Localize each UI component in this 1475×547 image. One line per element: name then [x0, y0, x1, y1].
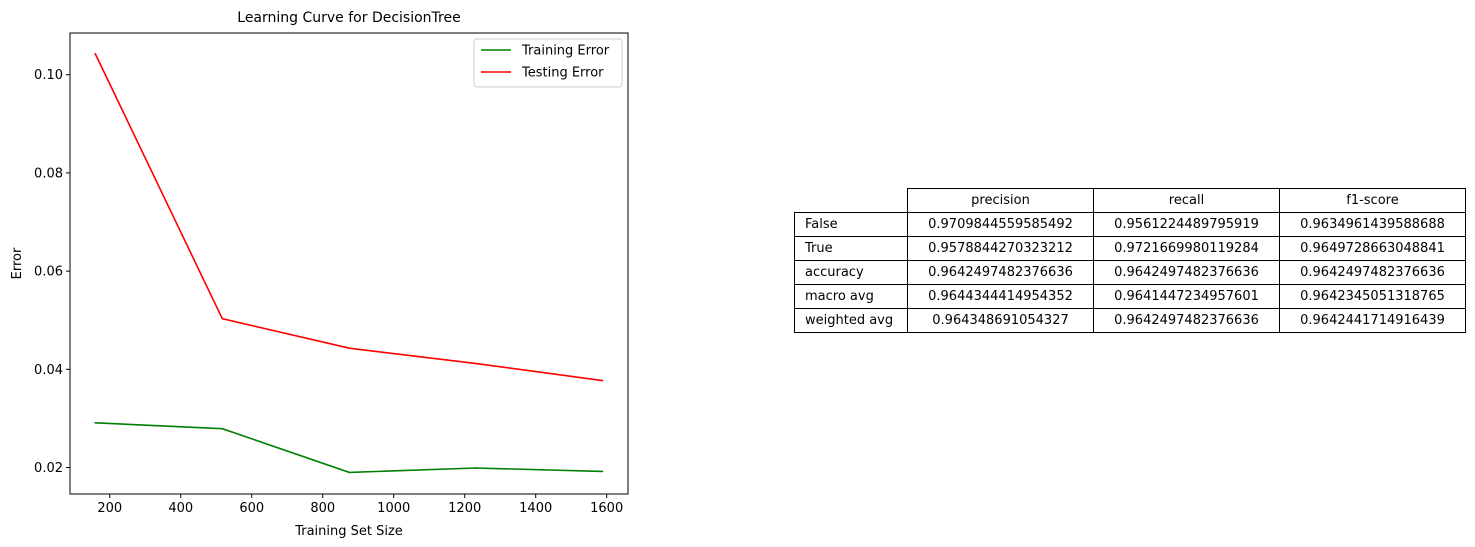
x-tick-label: 200	[97, 501, 122, 516]
row-label: accuracy	[794, 260, 908, 285]
data-point	[221, 317, 224, 320]
table-cell: 0.9642345051318765	[1279, 284, 1466, 309]
legend-box	[473, 38, 623, 88]
legend: Training Error Testing Error	[473, 38, 623, 88]
table-row: weighted avg 0.964348691054327 0.9642497…	[794, 308, 1466, 333]
learning-curve-chart: Learning Curve for DecisionTree 0.02 0.04…	[10, 10, 629, 539]
row-label: True	[794, 236, 908, 261]
plot-frame	[69, 32, 629, 495]
x-tick-label: 1000	[377, 501, 410, 516]
column-header-f1-score: f1-score	[1279, 188, 1466, 213]
x-tick-label: 400	[168, 501, 193, 516]
x-tick-label: 1200	[448, 501, 481, 516]
x-tick-label: 1400	[519, 501, 552, 516]
column-header-recall: recall	[1093, 188, 1280, 213]
legend-label: Testing Error	[521, 66, 604, 81]
y-tick-label: 0.04	[34, 363, 63, 378]
data-point	[601, 379, 604, 382]
data-point	[94, 52, 97, 55]
column-header-precision: precision	[907, 188, 1094, 213]
x-tick-label: 800	[310, 501, 335, 516]
row-label: macro avg	[794, 284, 908, 309]
x-tick-label: 1600	[590, 501, 623, 516]
table-row: False 0.9709844559585492 0.9561224489795…	[794, 212, 1466, 237]
y-tick-label: 0.10	[34, 68, 63, 83]
data-point	[348, 471, 351, 474]
row-label: False	[794, 212, 908, 237]
data-point	[474, 362, 477, 365]
y-tick-label: 0.06	[34, 265, 63, 280]
legend-label: Training Error	[521, 44, 610, 59]
y-axis-label: Error	[10, 247, 25, 279]
data-point	[601, 470, 604, 473]
table-header-row: precision recall f1-score	[795, 188, 1466, 213]
chart-title: Learning Curve for DecisionTree	[237, 10, 460, 26]
y-tick-label: 0.08	[34, 166, 63, 181]
table-cell: 0.9634961439588688	[1279, 212, 1466, 237]
series-line-training-error	[95, 422, 603, 474]
y-tick-label: 0.02	[34, 461, 63, 476]
table-row: accuracy 0.9642497482376636 0.9642497482…	[794, 260, 1466, 285]
table-cell: 0.9641447234957601	[1093, 284, 1280, 309]
row-label: weighted avg	[794, 308, 908, 333]
table-cell: 0.9642497482376636	[1093, 260, 1280, 285]
table-row: True 0.9578844270323212 0.97216699801192…	[794, 236, 1466, 261]
table-cell: 0.9644344414954352	[907, 284, 1094, 309]
table-cell: 0.9578844270323212	[907, 236, 1094, 261]
table-corner-cell	[795, 189, 908, 213]
x-tick-label: 600	[239, 501, 264, 516]
table-row: macro avg 0.9644344414954352 0.964144723…	[794, 284, 1466, 309]
table-cell: 0.9561224489795919	[1093, 212, 1280, 237]
data-point	[348, 347, 351, 349]
data-point	[94, 422, 97, 424]
table-cell: 0.9721669980119284	[1093, 236, 1280, 261]
series-line-testing-error	[94, 53, 603, 382]
table-cell: 0.9642497482376636	[907, 260, 1094, 285]
table-cell: 0.9642441714916439	[1279, 308, 1466, 333]
table-cell: 0.9709844559585492	[907, 212, 1094, 237]
table-cell: 0.9649728663048841	[1279, 236, 1466, 261]
table-cell: 0.964348691054327	[907, 308, 1094, 333]
data-point	[221, 427, 224, 430]
data-point	[474, 467, 477, 469]
table-cell: 0.9642497482376636	[1279, 260, 1466, 285]
x-axis-label: Training Set Size	[294, 524, 403, 539]
table-cell: 0.9642497482376636	[1093, 308, 1280, 333]
classification-report-table: precision recall f1-score False 0.970984…	[794, 188, 1466, 333]
